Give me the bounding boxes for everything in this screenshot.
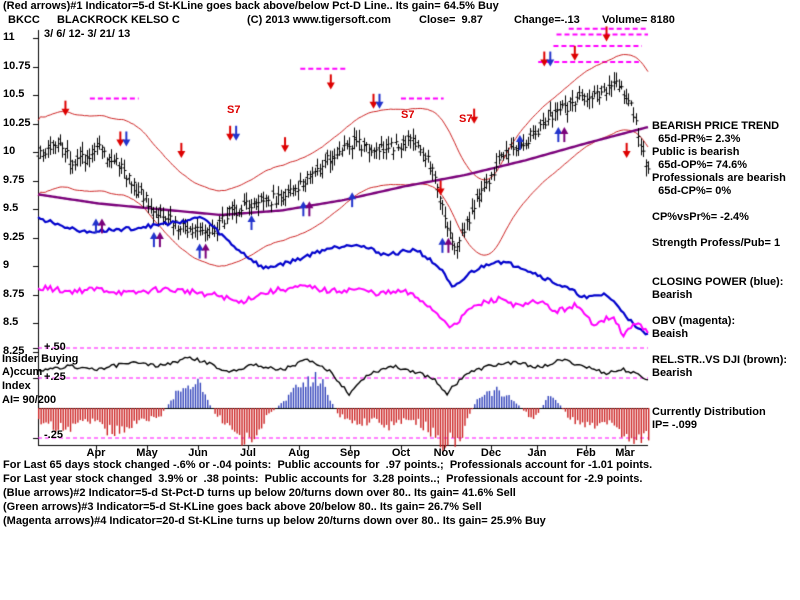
y-axis-label: 10.75 [3,60,31,72]
ai-value-label: AI= 90/200 [2,394,57,406]
right-panel-line [652,302,798,315]
right-panel-line [652,393,798,406]
right-panel-line: OBV (magenta): [652,315,736,327]
footer-line: (Blue arrows)#2 Indicator=5-d St-Pct-D t… [3,487,516,499]
y-axis-label: 9.25 [3,231,25,243]
indicator1-note: (Red arrows)#1 Indicator=5-d St-KLine go… [3,0,499,12]
sell-signal-label: S7 [227,104,241,116]
right-panel-line: Professionals are bearish [652,172,786,184]
x-axis-label: Jul [240,447,256,459]
right-panel-line: CP%vsPr%= -2.4% [652,211,749,223]
x-axis-label: Feb [576,447,596,459]
x-axis-label: Nov [433,447,455,459]
sell-signal-label: S7 [459,113,473,125]
right-panel-line: 65d-OP%= 74.6% [652,159,748,171]
analysis-panel: BEARISH PRICE TREND 65d-PR%= 2.3% Public … [652,120,798,432]
footer-line: For Last 65 days stock changed -.6% or -… [3,459,653,471]
right-panel-line [652,224,798,237]
y-axis-label: 9.75 [3,174,25,186]
y-axis-label: 11 [3,31,15,43]
right-panel-line: Strength Profess/Pub= 1 [652,237,781,249]
indicator-axis-plus25: +.25 [44,371,66,383]
x-axis-label: Apr [86,447,106,459]
right-panel-line: 65d-CP%= 0% [652,185,732,197]
right-panel-line [652,341,798,354]
indicator-axis-plus50: +.50 [44,341,66,353]
y-axis-label: 8.75 [3,288,25,300]
x-axis-label: Dec [480,447,502,459]
change-value: Change=-.13 [514,14,580,26]
right-panel-line: Currently Distribution [652,406,766,418]
date-range: 3/ 6/ 12- 3/ 21/ 13 [44,28,131,40]
right-panel-line: CLOSING POWER (blue): [652,276,784,288]
insider-buying-label: Insider Buying [2,353,79,365]
volume-value: Volume= 8180 [602,14,675,26]
x-axis-label: Aug [288,447,310,459]
company-name: BLACKROCK KELSO C [57,14,180,26]
right-panel-line: Bearish [652,367,693,379]
right-panel-line: IP= -.099 [652,419,697,431]
right-panel-line: 65d-PR%= 2.3% [652,133,741,145]
y-axis-label: 9.5 [3,202,19,214]
y-axis-label: 9 [3,259,10,271]
y-axis-label: 10.25 [3,117,31,129]
indicator-axis-minus25: -.25 [44,429,63,441]
y-axis-label: 8.5 [3,316,19,328]
footer-line: (Green arrows)#3 Indicator=5-d St-KLine … [3,501,482,513]
right-panel-line: BEARISH PRICE TREND [652,120,780,132]
right-panel-line [652,250,798,263]
x-axis-label: Mar [615,447,635,459]
right-panel-line: Bearish [652,289,693,301]
x-axis-label: Jun [188,447,208,459]
x-axis-label: Sep [339,447,361,459]
accum-label: A)ccum [2,366,43,378]
right-panel-line [652,263,798,276]
right-panel-line [652,380,798,393]
y-axis-label: 8.25 [3,345,25,357]
x-axis-label: Oct [391,447,411,459]
y-axis-label: 10 [3,145,16,157]
close-value: Close= 9.87 [419,14,483,26]
x-axis-label: Jan [527,447,547,459]
copyright-notice: (C) 2013 www.tigersoft.com [247,14,391,26]
footer-line: (Magenta arrows)#4 Indicator=20-d St-KLi… [3,515,546,527]
footer-line: For Last year stock changed 3.9% or .38 … [3,473,643,485]
right-panel-line [652,198,798,211]
sell-signal-label: S7 [401,109,415,121]
right-panel-line: REL.STR..VS DJI (brown): [652,354,788,366]
ticker-symbol: BKCC [8,14,40,26]
right-panel-line: Beaish [652,328,689,340]
x-axis-label: May [136,447,158,459]
y-axis-label: 10.5 [3,88,25,100]
right-panel-line: Public is bearish [652,146,740,158]
signal-legend: For Last 65 days stock changed -.6% or -… [3,458,652,528]
index-label: Index [2,380,31,392]
